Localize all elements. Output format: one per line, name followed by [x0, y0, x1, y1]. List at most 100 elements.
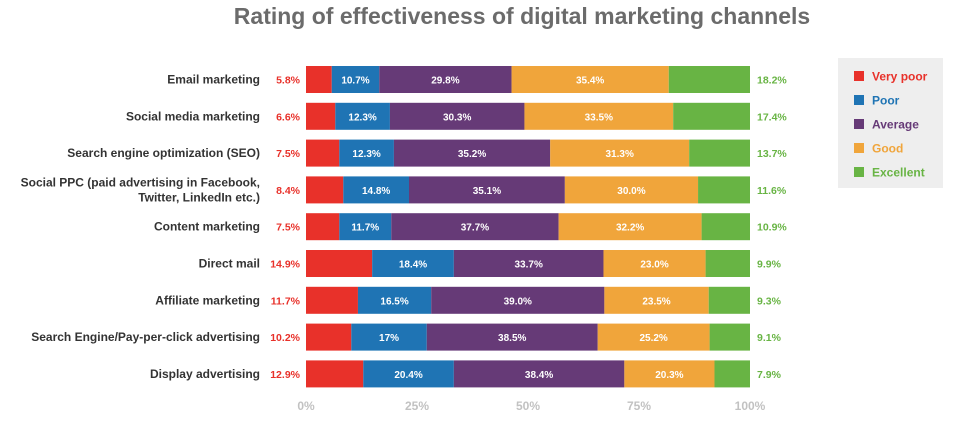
bar-segment: [409, 176, 565, 204]
category-label: Content marketing: [154, 220, 260, 234]
bar-row: Content marketing 7.5% 11.7% 37.7% 32.2% 10.9…: [154, 213, 787, 241]
data-label: 13.7%: [757, 148, 787, 160]
data-label: 7.5%: [276, 148, 301, 160]
data-label: 11.7%: [351, 223, 379, 234]
data-label: 17%: [379, 333, 399, 344]
bar-segment: [363, 360, 454, 388]
data-label: 25.2%: [639, 333, 667, 344]
bar-segment: [351, 323, 427, 351]
category-label: Email marketing: [167, 73, 260, 87]
data-label: 20.3%: [655, 370, 683, 381]
data-label: 5.8%: [276, 75, 301, 87]
bar-segment: [624, 360, 715, 388]
data-label: 7.5%: [276, 222, 301, 234]
data-label: 29.8%: [431, 76, 459, 87]
bar-row: Display advertising 12.9% 20.4% 38.4% 20.3% 7…: [150, 360, 782, 388]
bar-segment: [331, 66, 380, 93]
data-label: 12.3%: [352, 149, 380, 160]
bar-segment: [372, 250, 454, 277]
legend: Very poor Poor Average Good Excellent: [838, 58, 943, 188]
data-label: 35.4%: [576, 76, 604, 87]
bar-segment: [391, 213, 559, 241]
legend-swatch: [854, 71, 864, 81]
bar-segment: [335, 102, 390, 130]
bars-group: Email marketing 5.8% 10.7% 29.8% 35.4% 18.2% S…: [21, 66, 787, 388]
bar-segment: [343, 176, 410, 204]
bar-row: Affiliate marketing 11.7% 16.5% 39.0% 23.5% 9…: [155, 286, 782, 314]
data-label: 23.0%: [640, 260, 668, 271]
data-label: 12.9%: [270, 369, 300, 381]
data-label: 11.7%: [271, 295, 301, 307]
bar-row: Social media marketing 6.6% 12.3% 30.3% 33.5…: [126, 102, 787, 130]
legend-item: Poor: [854, 94, 900, 108]
data-label: 16.5%: [380, 296, 408, 307]
bar-segment: [603, 250, 706, 277]
data-label: 14.8%: [362, 186, 390, 197]
data-label: 9.1%: [757, 332, 782, 344]
data-label: 9.3%: [757, 295, 782, 307]
legend-swatch: [854, 143, 864, 153]
bar-row: Direct mail 14.9% 18.4% 33.7% 23.0% 9.9%: [199, 250, 782, 277]
legend-item: Good: [854, 142, 903, 156]
bar-row: Search engine optimization (SEO) 7.5% 12.3…: [67, 139, 787, 167]
bar-segment: [524, 102, 674, 130]
category-label: Affiliate marketing: [155, 293, 260, 307]
bar-segment: [339, 139, 394, 167]
category-label: Search Engine/Pay-per-click advertising: [31, 330, 260, 344]
x-tick-label: 75%: [627, 399, 651, 413]
data-label: 20.4%: [394, 370, 422, 381]
bar-segment: [564, 176, 699, 204]
bar-segment: [698, 176, 750, 204]
legend-label: Very poor: [872, 70, 928, 84]
bar-segment: [306, 139, 340, 167]
data-label: 10.2%: [270, 332, 300, 344]
bar-segment: [393, 139, 551, 167]
category-label: Twitter, LinkedIn etc.): [138, 190, 260, 204]
bar-segment: [339, 213, 392, 241]
x-tick-label: 25%: [405, 399, 429, 413]
bar-segment: [668, 66, 750, 93]
bar-segment: [306, 213, 340, 241]
data-label: 10.7%: [341, 76, 369, 87]
x-axis: 0% 25% 50% 75% 100%: [297, 399, 765, 413]
bar-segment: [306, 360, 364, 388]
legend-label: Average: [872, 118, 919, 132]
data-label: 17.4%: [757, 111, 787, 123]
bar-segment: [689, 139, 750, 167]
legend-swatch: [854, 119, 864, 129]
bar-segment: [708, 286, 750, 314]
data-label: 18.4%: [399, 260, 427, 271]
bar-row: Email marketing 5.8% 10.7% 29.8% 35.4% 18.2%: [167, 66, 787, 93]
legend-label: Poor: [872, 94, 900, 108]
bar-row: Search Engine/Pay-per-click advertising 1…: [31, 323, 782, 351]
data-label: 7.9%: [757, 369, 782, 381]
bar-segment: [511, 66, 669, 93]
data-label: 33.7%: [514, 260, 542, 271]
data-label: 37.7%: [461, 223, 489, 234]
data-label: 38.4%: [525, 370, 553, 381]
legend-item: Very poor: [854, 70, 928, 84]
bar-segment: [558, 213, 702, 241]
bar-segment: [550, 139, 690, 167]
bar-segment: [709, 323, 750, 351]
legend-label: Excellent: [872, 166, 925, 180]
chart-title: Rating of effectiveness of digital marke…: [234, 3, 810, 29]
bar-segment: [306, 66, 332, 93]
bar-segment: [306, 286, 358, 314]
bar-segment: [714, 360, 750, 388]
bar-segment: [701, 213, 750, 241]
data-label: 35.2%: [458, 149, 486, 160]
data-label: 35.1%: [473, 186, 501, 197]
bar-segment: [306, 323, 352, 351]
legend-swatch: [854, 167, 864, 177]
bar-segment: [389, 102, 525, 130]
data-label: 6.6%: [276, 111, 301, 123]
category-label: Social media marketing: [126, 109, 260, 123]
bar-segment: [705, 250, 750, 277]
data-label: 18.2%: [757, 75, 787, 87]
bar-segment: [604, 286, 709, 314]
bar-segment: [306, 176, 344, 204]
x-tick-label: 100%: [735, 399, 766, 413]
bar-row: Social PPC (paid advertising in Facebook…: [21, 175, 787, 204]
